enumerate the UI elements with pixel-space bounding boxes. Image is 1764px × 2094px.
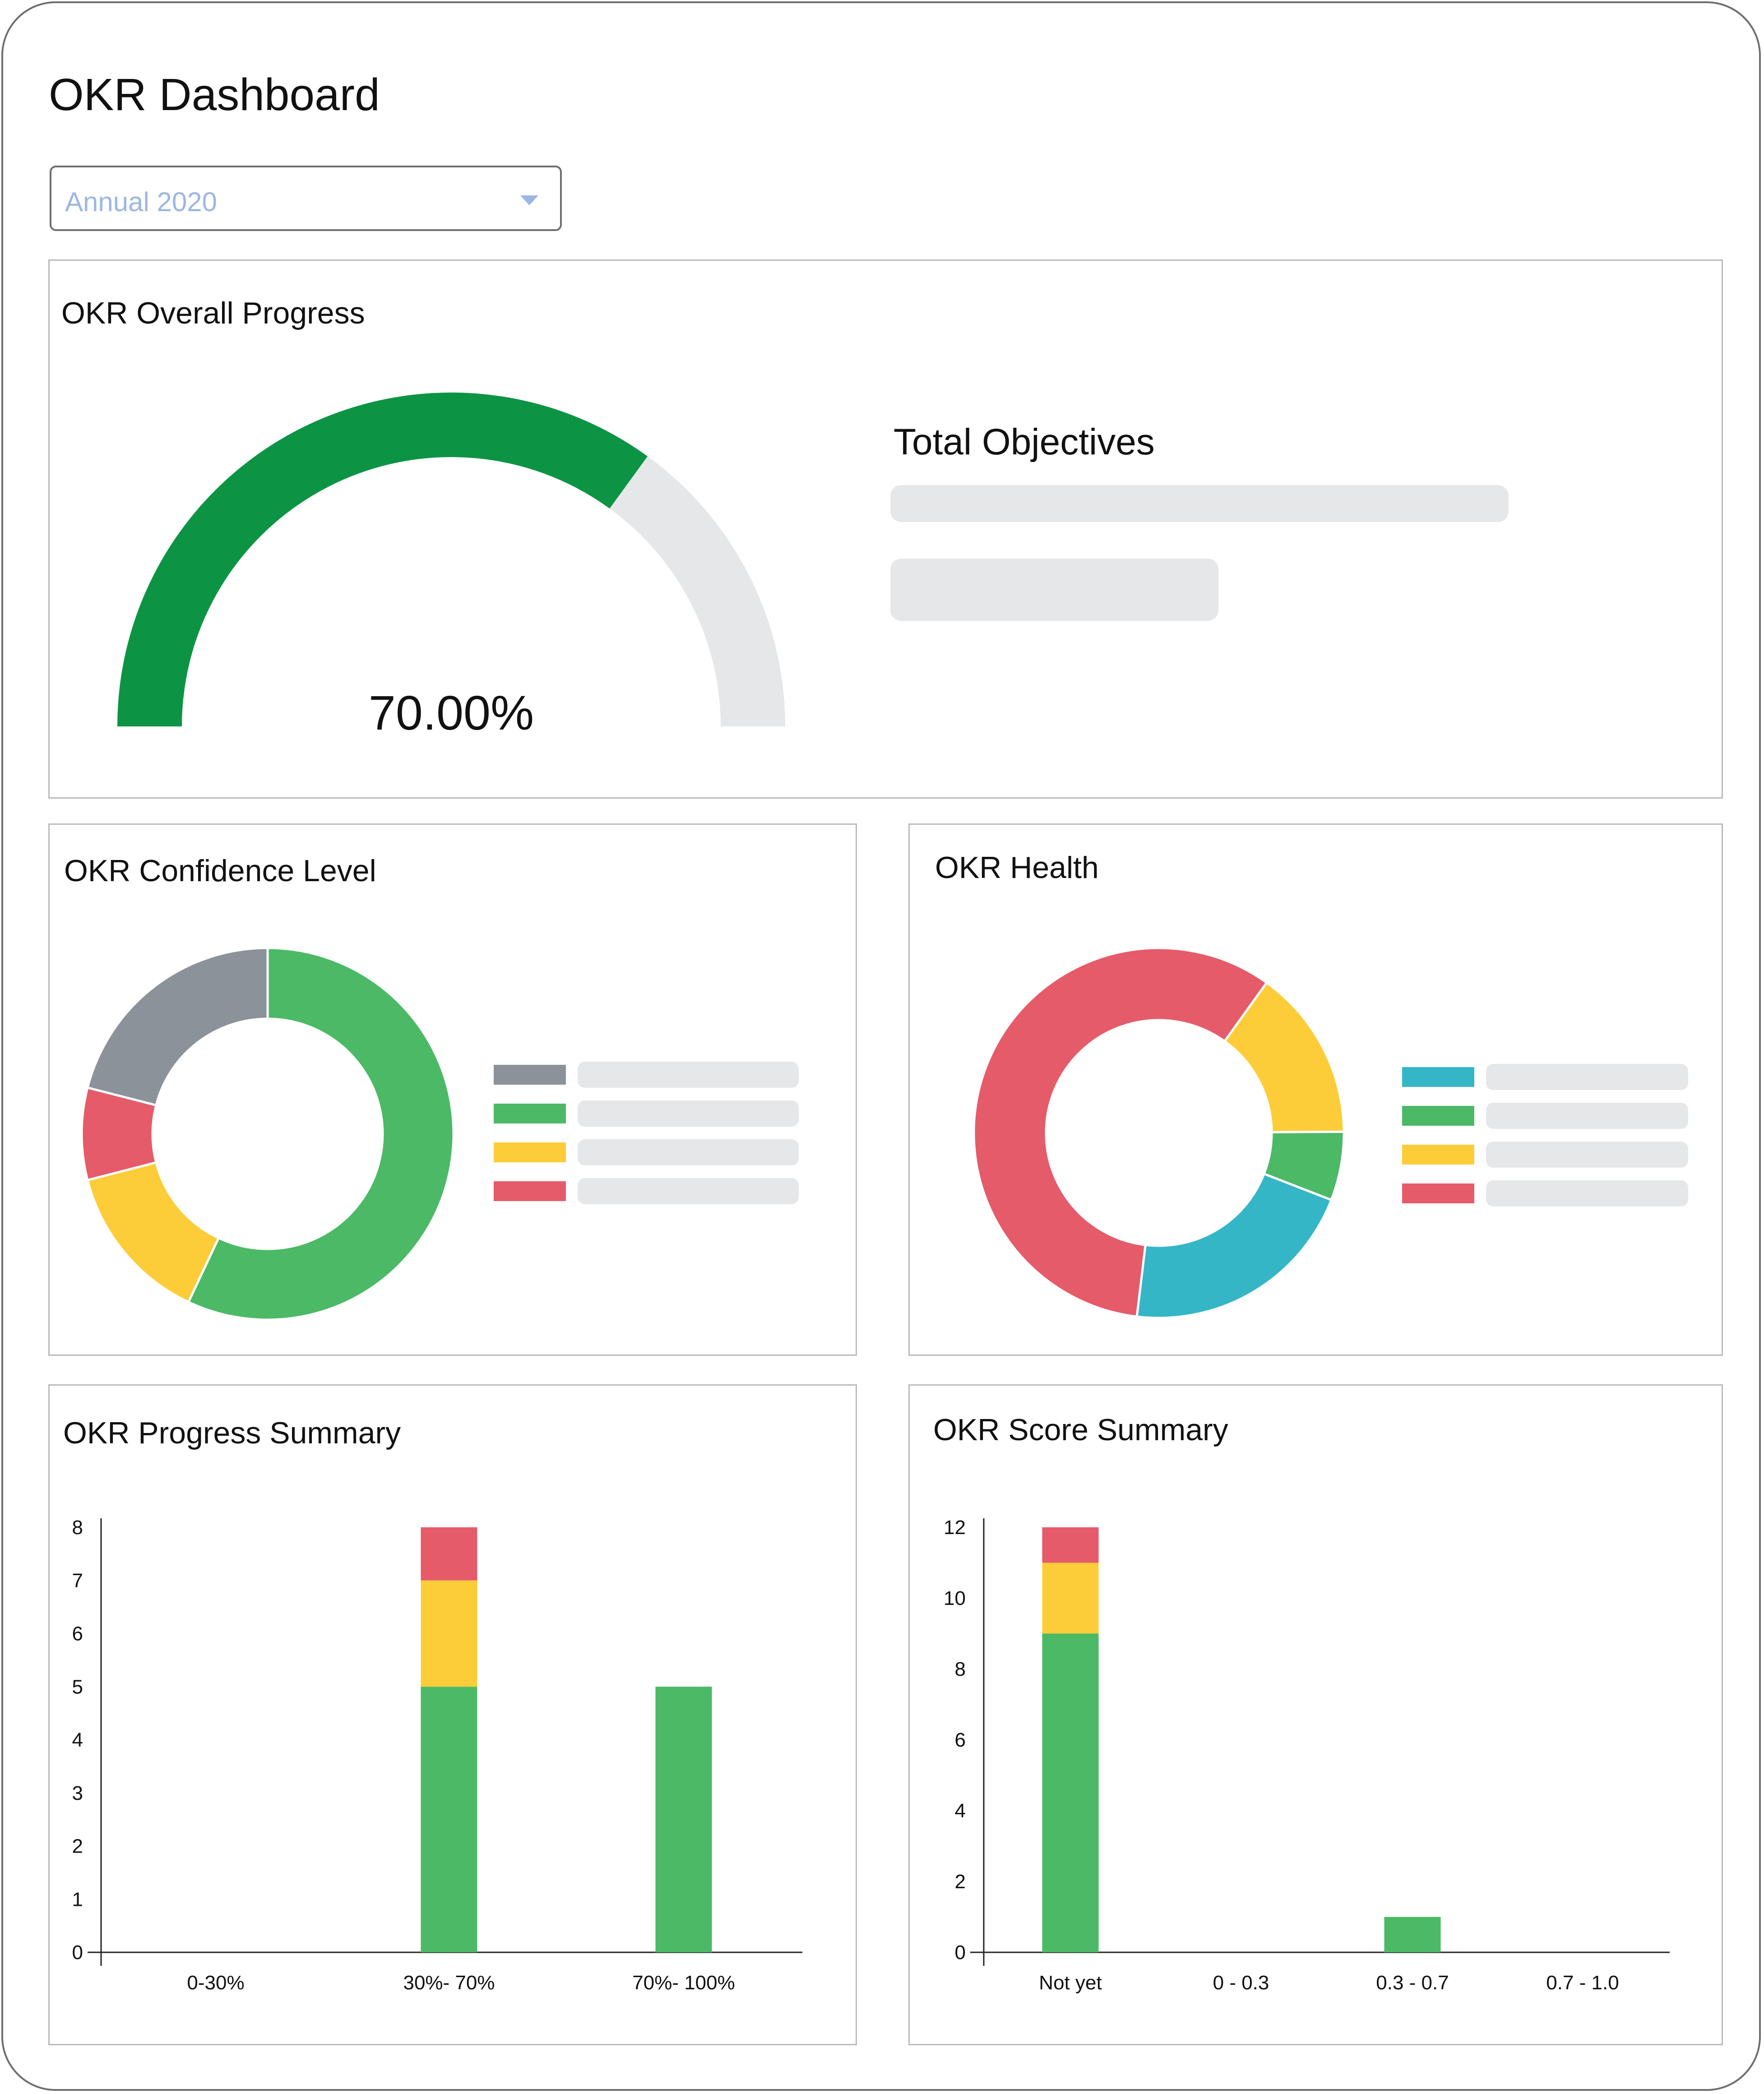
confidence-legend-swatch-1 [494,1104,566,1123]
confidence-legend-label-placeholder-1 [578,1100,799,1127]
health-legend-swatch-0 [1402,1067,1474,1087]
overall-progress-card: OKR Overall Progress [48,259,1723,799]
health-legend-label-placeholder-3 [1486,1180,1688,1206]
progress-summary-title: OKR Progress Summary [63,1416,401,1450]
confidence-card: OKR Confidence Level [48,823,857,1356]
confidence-legend-swatch-2 [494,1142,566,1162]
confidence-legend-label-placeholder-0 [578,1062,799,1088]
period-select-value: Annual 2020 [65,187,217,217]
period-select[interactable]: Annual 2020 [50,166,562,231]
confidence-legend-label-placeholder-2 [578,1139,799,1165]
health-legend-label-placeholder-1 [1486,1103,1688,1129]
progress-value: 70.00% [368,685,534,740]
total-objectives-placeholder-line [890,485,1509,522]
confidence-legend-swatch-3 [494,1181,566,1201]
chevron-down-icon[interactable] [520,195,538,205]
health-title: OKR Health [935,851,1099,885]
health-legend-label-placeholder-2 [1486,1142,1688,1168]
health-legend-swatch-3 [1402,1183,1474,1203]
page-title: OKR Dashboard [49,69,380,120]
health-legend-swatch-2 [1402,1145,1474,1165]
confidence-legend-swatch-0 [494,1065,566,1085]
total-objectives-placeholder-value [890,559,1218,621]
overall-progress-title: OKR Overall Progress [61,296,365,330]
health-legend-swatch-1 [1402,1106,1474,1126]
health-legend-label-placeholder-0 [1486,1064,1688,1090]
score-summary-card: OKR Score Summary [908,1384,1723,2045]
confidence-legend-label-placeholder-3 [578,1178,799,1204]
total-objectives-label: Total Objectives [894,421,1155,462]
score-summary-title: OKR Score Summary [933,1413,1228,1447]
progress-summary-card: OKR Progress Summary [48,1384,857,2045]
confidence-title: OKR Confidence Level [64,854,376,888]
